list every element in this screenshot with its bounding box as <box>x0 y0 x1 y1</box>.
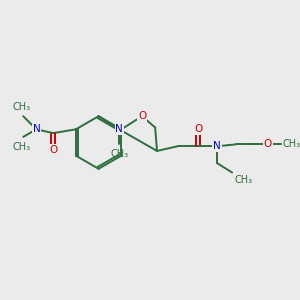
Text: CH₃: CH₃ <box>283 140 300 149</box>
Text: O: O <box>138 111 146 121</box>
Text: O: O <box>194 124 202 134</box>
Text: N: N <box>213 141 221 151</box>
Text: CH₃: CH₃ <box>12 101 30 112</box>
Text: N: N <box>32 124 40 134</box>
Text: O: O <box>49 145 57 155</box>
Text: CH₃: CH₃ <box>234 175 252 185</box>
Text: CH₃: CH₃ <box>12 142 30 152</box>
Text: CH₃: CH₃ <box>110 149 128 159</box>
Text: N: N <box>116 124 123 134</box>
Text: O: O <box>264 140 272 149</box>
